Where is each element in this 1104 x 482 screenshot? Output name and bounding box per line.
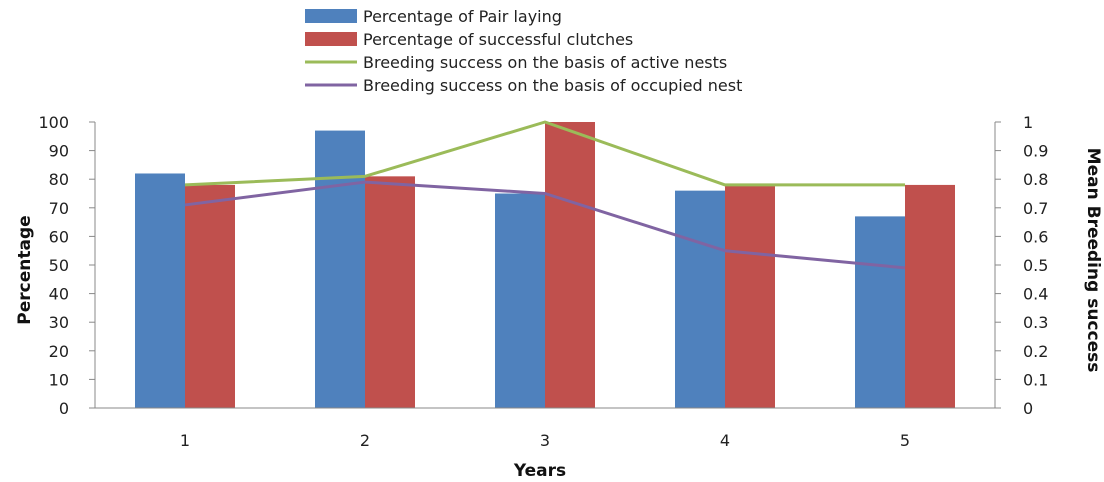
legend-label: Percentage of successful clutches: [363, 30, 633, 49]
legend-swatch: [305, 9, 357, 23]
bar-successful-clutches-4: [725, 184, 775, 408]
x-tick-label: 5: [900, 431, 910, 450]
bar-successful-clutches-5: [905, 184, 955, 408]
y-right-tick-label: 0.2: [1023, 342, 1048, 361]
y-right-tick-label: 0.1: [1023, 370, 1048, 389]
x-tick-label: 1: [180, 431, 190, 450]
y-left-tick-label: 90: [49, 142, 69, 161]
bar-pair-laying-2: [315, 130, 365, 408]
y-right-tick-label: 0.4: [1023, 285, 1048, 304]
y-right-tick-label: 0: [1023, 399, 1033, 418]
y2-axis-title: Mean Breeding success: [1083, 148, 1103, 373]
y-left-tick-label: 50: [49, 256, 69, 275]
bar-successful-clutches-3: [545, 122, 595, 408]
y-right-tick-label: 1: [1023, 113, 1033, 132]
x-tick-label: 4: [720, 431, 730, 450]
bar-successful-clutches-1: [185, 184, 235, 408]
bar-pair-laying-3: [495, 193, 545, 408]
x-tick-label: 2: [360, 431, 370, 450]
y-right-tick-label: 0.9: [1023, 142, 1048, 161]
y-left-tick-label: 40: [49, 285, 69, 304]
y-right-tick-label: 0.5: [1023, 256, 1048, 275]
y-right-tick-label: 0.6: [1023, 227, 1048, 246]
legend-label: Breeding success on the basis of active …: [363, 53, 727, 72]
y-axis-title: Percentage: [15, 215, 35, 324]
y-right-tick-label: 0.7: [1023, 199, 1048, 218]
legend-label: Breeding success on the basis of occupie…: [363, 76, 742, 95]
bar-pair-laying-5: [855, 216, 905, 408]
legend-label: Percentage of Pair laying: [363, 7, 562, 26]
legend-swatch: [305, 32, 357, 46]
y-left-tick-label: 30: [49, 313, 69, 332]
y-left-tick-label: 70: [49, 199, 69, 218]
y-left-tick-label: 60: [49, 227, 69, 246]
bar-successful-clutches-2: [365, 176, 415, 408]
y-left-tick-label: 0: [59, 399, 69, 418]
bar-pair-laying-1: [135, 173, 185, 408]
bar-pair-laying-4: [675, 190, 725, 408]
x-tick-label: 3: [540, 431, 550, 450]
y-right-tick-label: 0.8: [1023, 170, 1048, 189]
y-right-tick-label: 0.3: [1023, 313, 1048, 332]
y-left-tick-label: 20: [49, 342, 69, 361]
y-left-tick-label: 80: [49, 170, 69, 189]
x-axis-title: Years: [513, 461, 566, 481]
y-left-tick-label: 100: [38, 113, 69, 132]
y-left-tick-label: 10: [49, 370, 69, 389]
